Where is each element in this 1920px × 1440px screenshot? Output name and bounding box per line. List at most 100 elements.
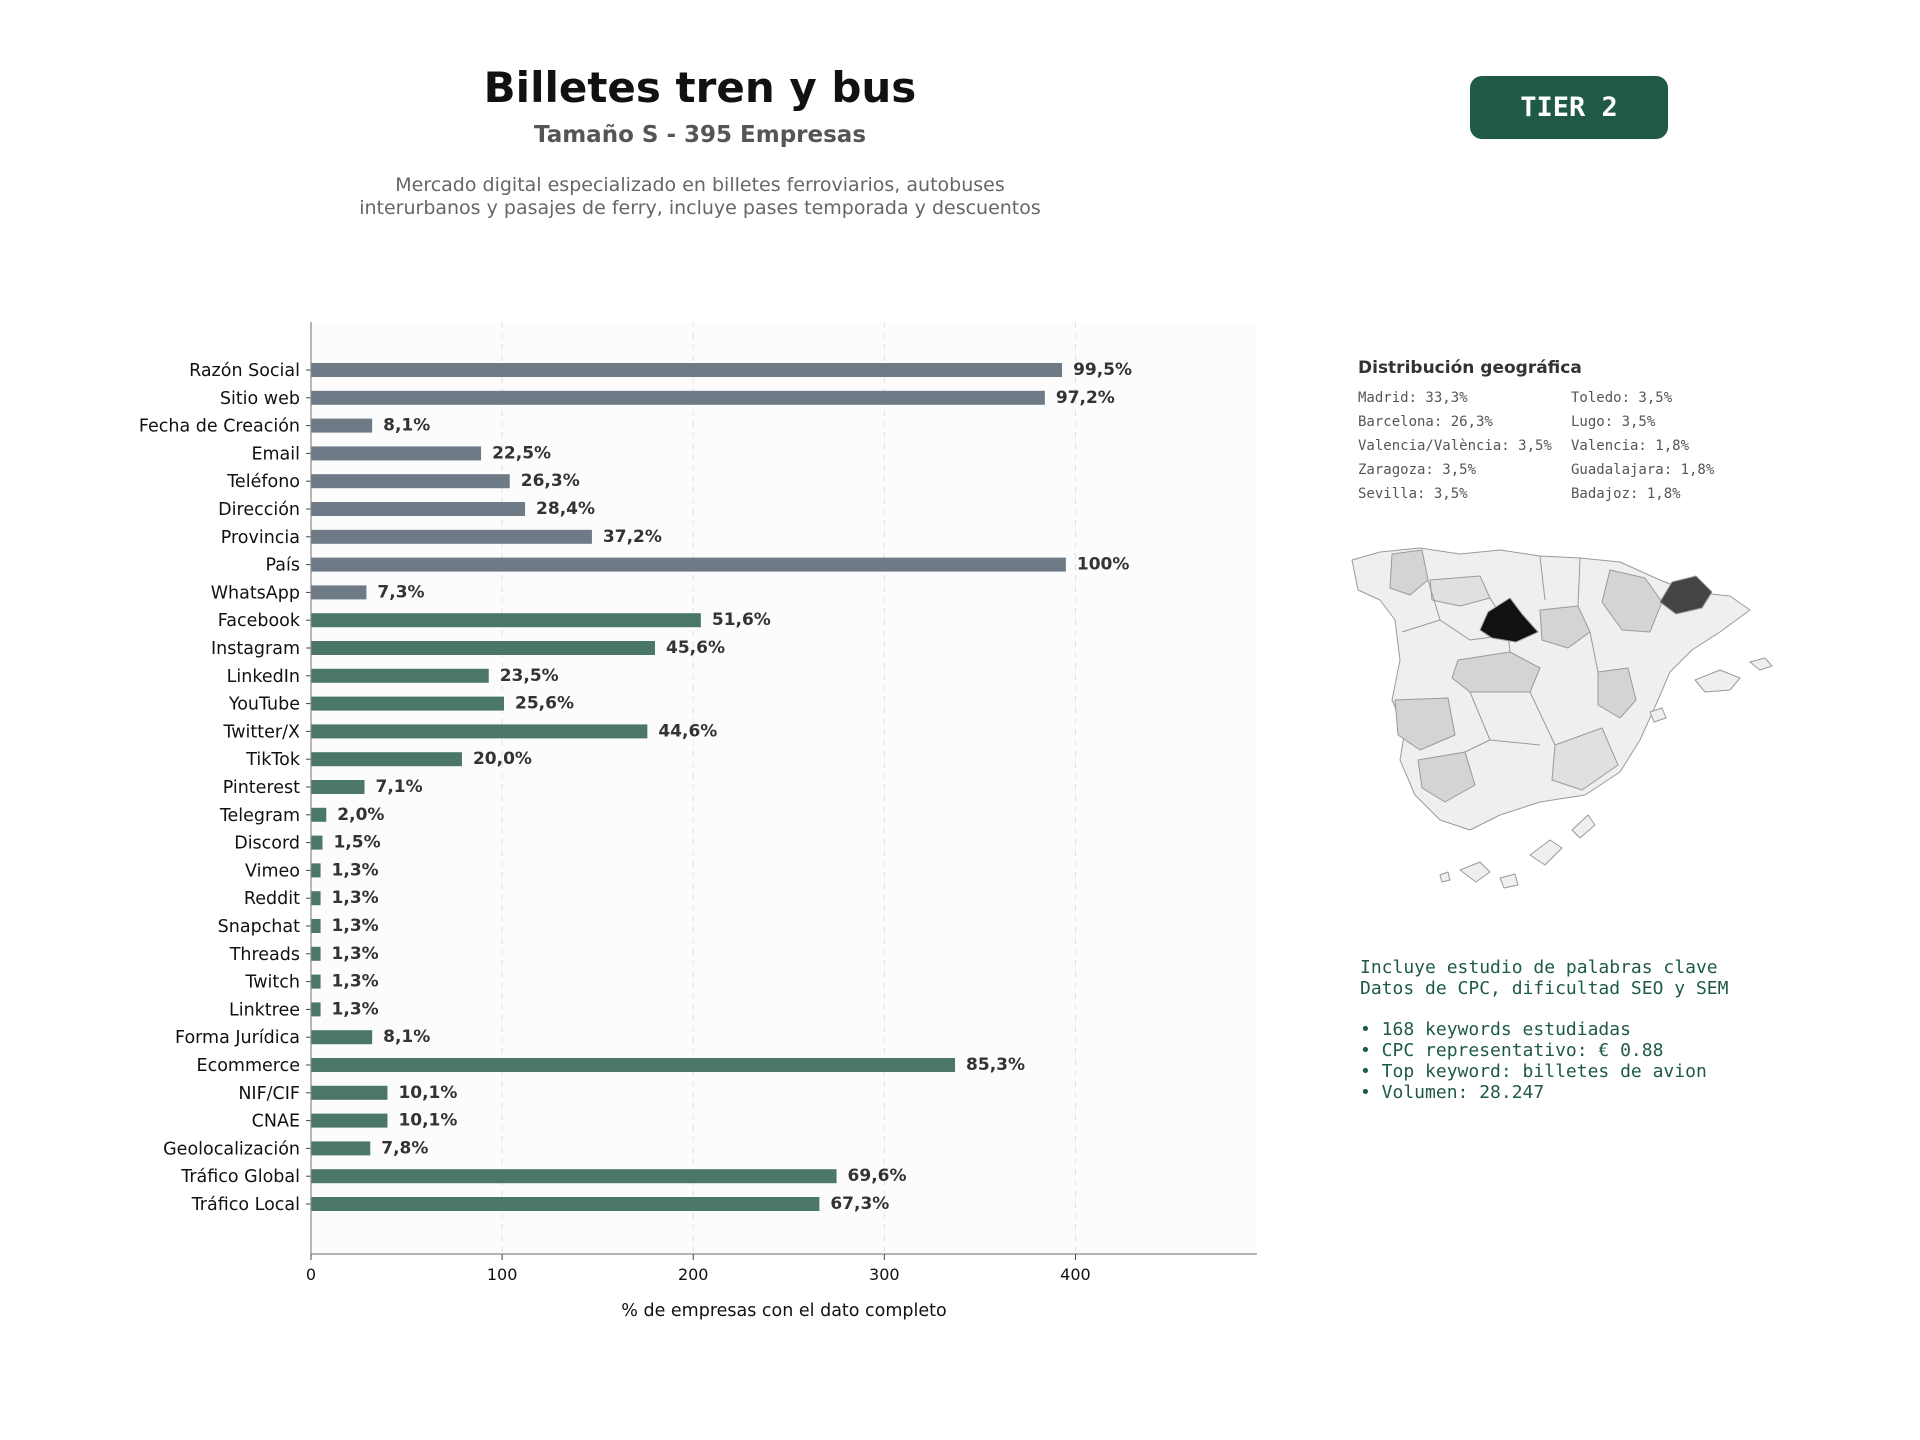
bar [311,1002,321,1017]
bar [311,557,1066,572]
page-subtitle: Tamaño S - 395 Empresas [533,122,867,148]
bar [311,641,655,655]
map-region-zaragoza [1601,569,1663,633]
category-label: Dirección [218,500,300,520]
bar [311,724,648,739]
category-label: Discord [234,834,300,854]
category-label: Tráfico Global [180,1167,300,1187]
seo-bullet: • 168 keywords estudiadas [1360,1019,1631,1040]
data-label: 67,3% [830,1194,889,1214]
bar [311,835,323,850]
category-label: Email [251,444,300,464]
data-label: 100% [1077,555,1130,575]
geo-item: Madrid: 33,3% [1358,390,1468,406]
category-label: Facebook [218,611,301,631]
category-label: Ecommerce [197,1056,300,1076]
geo-title: Distribución geográfica [1358,358,1582,378]
map-region-badajoz [1394,697,1456,751]
data-label: 8,1% [383,1027,430,1047]
bar [311,585,367,600]
data-label: 1,3% [332,972,379,992]
bar [311,863,321,878]
data-label: 10,1% [398,1111,457,1131]
geo-item: Zaragoza: 3,5% [1358,462,1477,478]
bar [311,891,321,906]
bar [311,1030,373,1045]
seo-bullet: • Volumen: 28.247 [1360,1082,1545,1103]
category-label: Vimeo [245,861,300,881]
category-label: Forma Jurídica [175,1028,300,1048]
seo-bullet: • Top keyword: billetes de avion [1360,1061,1707,1082]
geo-item: Lugo: 3,5% [1571,414,1656,430]
map-region-valencia [1597,667,1637,719]
data-label: 37,2% [603,527,662,547]
map-region-guadalajara [1539,605,1591,649]
category-label: Reddit [244,889,300,909]
category-label: YouTube [228,695,300,715]
bar [311,1058,956,1072]
category-label: NIF/CIF [238,1084,300,1104]
geo-item: Valencia: 1,8% [1571,438,1690,454]
data-label: 20,0% [473,749,532,769]
spain-map [1351,547,1773,889]
data-label: 7,1% [376,777,423,797]
geo-item: Sevilla: 3,5% [1358,486,1468,502]
data-label: 45,6% [666,638,725,658]
data-label: 1,3% [332,860,379,880]
seo-bullet: • CPC representativo: € 0.88 [1360,1040,1664,1061]
page-description: Mercado digital especializado en billete… [300,174,1100,220]
data-label: 28,4% [536,499,595,519]
bar [311,363,1063,377]
map-region-asturias [1429,575,1491,607]
data-label: 7,8% [381,1138,428,1158]
data-label: 44,6% [658,721,717,741]
data-label: 99,5% [1073,360,1132,380]
bar [311,1085,388,1100]
category-label: CNAE [252,1112,300,1132]
seo-info: Incluye estudio de palabras clave Datos … [1360,957,1860,1103]
geo-item: Badajoz: 1,8% [1571,486,1681,502]
bar [311,668,489,683]
data-label: 8,1% [383,416,430,436]
bar [311,529,592,544]
bar [311,780,365,794]
bar [311,696,505,711]
category-label: Telegram [219,806,300,826]
page-title: Billetes tren y bus [483,63,917,112]
data-label: 1,3% [332,999,379,1019]
data-label: 25,6% [515,694,574,714]
data-label: 7,3% [377,582,424,602]
data-label: 22,5% [492,443,551,463]
seo-line-1: Incluye estudio de palabras clave [1360,957,1718,978]
data-label: 85,3% [966,1055,1025,1075]
geo-distribution: Distribución geográfica Madrid: 33,3% To… [1358,358,1828,502]
x-tick-label: 200 [678,1265,709,1284]
data-label: 26,3% [521,471,580,491]
x-tick-label: 0 [306,1265,316,1284]
bar [311,390,1045,405]
bar [311,1197,820,1211]
map-region-baleares [1694,669,1741,693]
bar [311,446,482,461]
category-label: Snapchat [218,917,300,937]
map-region-barcelona [1659,575,1713,615]
category-label: Fecha de Creación [139,417,300,437]
map-region-sevilla [1417,751,1476,803]
bar [311,1113,388,1128]
x-tick-label: 100 [487,1265,518,1284]
map-region-lugo [1389,549,1429,596]
category-label: Threads [229,945,300,965]
seo-line-2: Datos de CPC, dificultad SEO y SEM [1360,978,1729,999]
category-label: Twitch [244,973,300,993]
geo-item: Barcelona: 26,3% [1358,414,1493,430]
map-region-canarias [1459,861,1491,883]
data-label: 1,3% [332,888,379,908]
category-label: Linktree [229,1000,300,1020]
bar [311,752,462,767]
data-label: 1,3% [332,944,379,964]
category-label: Tráfico Local [191,1195,300,1215]
category-label: Teléfono [226,472,300,492]
geo-item: Toledo: 3,5% [1571,390,1673,406]
category-label: País [266,556,300,576]
bar-chart: Razón Social 99,5% Sitio web 97,2% Fecha de … [139,322,1257,1321]
